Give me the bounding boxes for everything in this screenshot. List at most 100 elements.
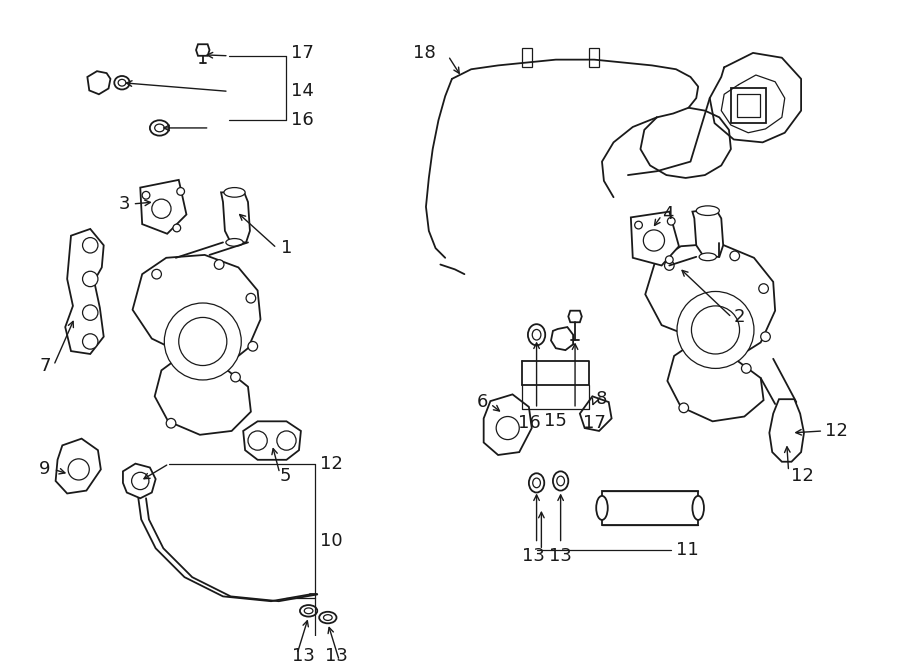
Polygon shape: [602, 490, 698, 525]
Circle shape: [83, 237, 98, 253]
Text: 13: 13: [522, 547, 545, 565]
Text: 8: 8: [596, 390, 608, 408]
Ellipse shape: [533, 478, 540, 488]
Circle shape: [173, 224, 181, 232]
Ellipse shape: [529, 473, 544, 492]
Polygon shape: [196, 44, 210, 56]
Text: 13: 13: [325, 647, 347, 661]
Circle shape: [214, 260, 224, 269]
Circle shape: [634, 221, 643, 229]
Polygon shape: [692, 209, 724, 257]
Circle shape: [83, 271, 98, 287]
Bar: [590, 48, 599, 67]
Polygon shape: [580, 397, 612, 431]
Circle shape: [152, 269, 161, 279]
Ellipse shape: [304, 608, 313, 613]
Ellipse shape: [118, 79, 126, 86]
Polygon shape: [132, 255, 260, 435]
Ellipse shape: [532, 329, 541, 340]
Polygon shape: [483, 395, 532, 455]
Bar: [737, 95, 760, 118]
Polygon shape: [551, 327, 573, 350]
Polygon shape: [221, 192, 250, 243]
Circle shape: [691, 306, 740, 354]
Circle shape: [152, 199, 171, 218]
Text: 4: 4: [662, 204, 673, 223]
Circle shape: [760, 332, 770, 342]
Polygon shape: [568, 311, 581, 323]
Circle shape: [83, 334, 98, 349]
Text: 12: 12: [825, 422, 848, 440]
Text: 16: 16: [292, 111, 314, 130]
Circle shape: [142, 192, 150, 199]
Text: 11: 11: [676, 541, 698, 559]
Circle shape: [664, 260, 674, 270]
Ellipse shape: [114, 76, 130, 89]
Circle shape: [644, 230, 664, 251]
Text: 16: 16: [518, 414, 540, 432]
Circle shape: [677, 292, 754, 368]
Circle shape: [83, 305, 98, 321]
Polygon shape: [65, 229, 104, 354]
Text: 17: 17: [292, 44, 314, 62]
Polygon shape: [56, 439, 101, 494]
Text: 17: 17: [582, 414, 606, 432]
Ellipse shape: [300, 605, 318, 617]
Polygon shape: [140, 180, 186, 234]
Circle shape: [176, 188, 184, 195]
Polygon shape: [631, 212, 679, 266]
Polygon shape: [243, 421, 301, 460]
Polygon shape: [123, 463, 156, 498]
Ellipse shape: [224, 188, 245, 197]
Text: 5: 5: [280, 467, 292, 485]
Text: 1: 1: [281, 239, 292, 257]
Text: 14: 14: [292, 83, 314, 100]
Text: 13: 13: [549, 547, 572, 565]
Text: 6: 6: [477, 393, 489, 411]
Text: 2: 2: [734, 309, 745, 327]
Circle shape: [246, 293, 256, 303]
Circle shape: [131, 473, 149, 490]
Bar: [522, 48, 532, 67]
Polygon shape: [770, 399, 804, 462]
Polygon shape: [87, 71, 111, 95]
Ellipse shape: [528, 324, 545, 345]
Circle shape: [166, 418, 176, 428]
Circle shape: [165, 303, 241, 380]
Ellipse shape: [226, 239, 243, 247]
Circle shape: [730, 251, 740, 260]
Ellipse shape: [692, 496, 704, 520]
Circle shape: [665, 256, 673, 264]
Text: 7: 7: [40, 356, 50, 375]
Circle shape: [68, 459, 89, 480]
Text: 18: 18: [413, 44, 436, 62]
Ellipse shape: [553, 471, 568, 490]
Text: 13: 13: [292, 647, 315, 661]
Text: 12: 12: [320, 455, 343, 473]
Circle shape: [179, 317, 227, 366]
Ellipse shape: [699, 253, 716, 260]
Text: 9: 9: [40, 461, 50, 479]
Ellipse shape: [557, 476, 564, 486]
Circle shape: [668, 217, 675, 225]
Circle shape: [742, 364, 751, 373]
Circle shape: [248, 342, 257, 351]
Ellipse shape: [697, 206, 719, 215]
Circle shape: [277, 431, 296, 450]
Ellipse shape: [323, 615, 332, 621]
Circle shape: [496, 416, 519, 440]
Bar: [731, 89, 766, 123]
Text: 10: 10: [320, 531, 343, 549]
Ellipse shape: [320, 612, 337, 623]
Ellipse shape: [155, 124, 165, 132]
Text: 12: 12: [790, 467, 814, 485]
Circle shape: [759, 284, 769, 293]
Polygon shape: [645, 243, 775, 421]
Text: 15: 15: [544, 412, 567, 430]
Ellipse shape: [596, 496, 608, 520]
Text: 3: 3: [119, 195, 130, 213]
Circle shape: [679, 403, 688, 412]
Circle shape: [248, 431, 267, 450]
Circle shape: [230, 372, 240, 382]
Ellipse shape: [150, 120, 169, 136]
